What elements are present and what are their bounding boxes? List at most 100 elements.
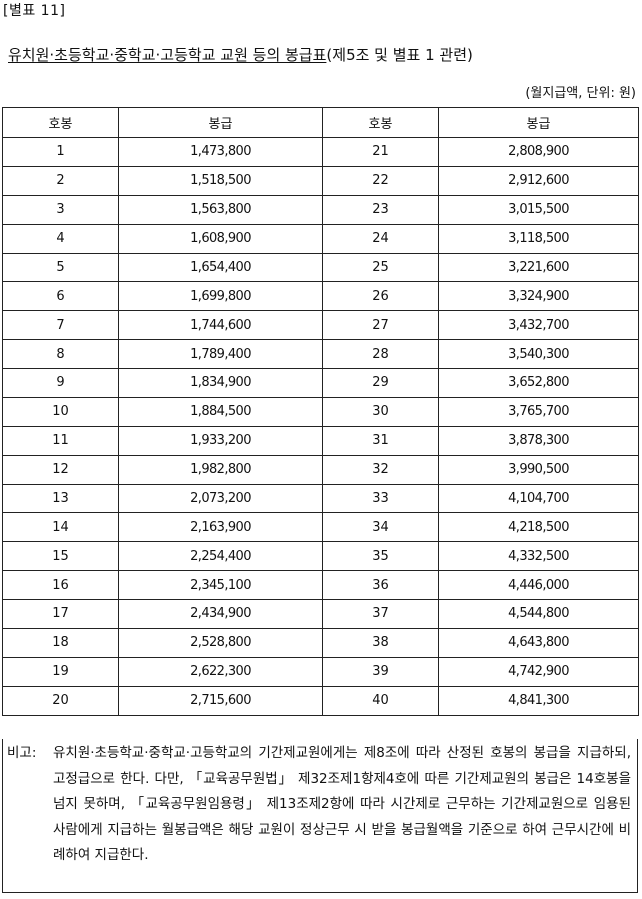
table-row: 13 2,073,200 33 4,104,700 — [2, 483, 639, 514]
pay-cell: 3,324,900 — [438, 281, 639, 312]
grade-cell: 2 — [2, 165, 119, 196]
remarks-label: 비고: — [7, 745, 37, 761]
table-row: 2 1,518,500 22 2,912,600 — [2, 165, 639, 196]
grade-cell: 14 — [2, 512, 119, 543]
pay-cell: 1,982,800 — [118, 454, 323, 485]
pay-cell: 1,473,800 — [118, 137, 323, 167]
pay-cell: 3,432,700 — [438, 310, 639, 341]
pay-cell: 2,622,300 — [118, 656, 323, 687]
pay-cell: 1,744,600 — [118, 310, 323, 341]
pay-cell: 3,878,300 — [438, 425, 639, 456]
grade-cell: 36 — [322, 570, 439, 600]
pay-cell: 2,912,600 — [438, 165, 639, 196]
table-row: 17 2,434,900 37 4,544,800 — [2, 599, 639, 629]
pay-cell: 4,742,900 — [438, 656, 639, 687]
table-row: 16 2,345,100 36 4,446,000 — [2, 570, 639, 600]
document-title: 유치원·초등학교·중학교·고등학교 교원 등의 봉급표(제5조 및 별표 1 관… — [8, 44, 473, 65]
grade-cell: 34 — [322, 512, 439, 543]
pay-cell: 3,990,500 — [438, 454, 639, 485]
pay-cell: 2,345,100 — [118, 570, 323, 600]
table-row: 3 1,563,800 23 3,015,500 — [2, 194, 639, 225]
pay-cell: 2,528,800 — [118, 627, 323, 658]
unit-note: (월지급액, 단위: 원) — [525, 86, 636, 101]
grade-cell: 30 — [322, 396, 439, 427]
pay-cell: 1,608,900 — [118, 223, 323, 254]
pay-cell: 1,518,500 — [118, 165, 323, 196]
pay-cell: 2,434,900 — [118, 599, 323, 629]
grade-cell: 20 — [2, 685, 119, 716]
pay-cell: 1,563,800 — [118, 194, 323, 225]
grade-cell: 25 — [322, 252, 439, 283]
table-header-row: 호봉 봉급 호봉 봉급 — [2, 107, 639, 138]
pay-cell: 2,073,200 — [118, 483, 323, 514]
pay-cell: 4,544,800 — [438, 599, 639, 629]
grade-cell: 38 — [322, 627, 439, 658]
table-row: 7 1,744,600 27 3,432,700 — [2, 310, 639, 341]
grade-cell: 19 — [2, 656, 119, 687]
remarks-text: 유치원·초등학교·중학교·고등학교의 기간제교원에게는 제8조에 따라 산정된 … — [53, 745, 631, 864]
annex-label: [별표 11] — [3, 3, 66, 19]
grade-cell: 40 — [322, 685, 439, 716]
table-row: 12 1,982,800 32 3,990,500 — [2, 454, 639, 485]
grade-cell: 32 — [322, 454, 439, 485]
table-row: 15 2,254,400 35 4,332,500 — [2, 541, 639, 572]
grade-cell: 8 — [2, 339, 119, 369]
pay-cell: 1,699,800 — [118, 281, 323, 312]
grade-cell: 5 — [2, 252, 119, 283]
table-row: 8 1,789,400 28 3,540,300 — [2, 339, 639, 369]
table-row: 5 1,654,400 25 3,221,600 — [2, 252, 639, 283]
pay-cell: 3,765,700 — [438, 396, 639, 427]
salary-table: 호봉 봉급 호봉 봉급 1 1,473,800 21 2,808,900 2 1,518,… — [2, 107, 639, 716]
grade-cell: 23 — [322, 194, 439, 225]
grade-cell: 12 — [2, 454, 119, 485]
pay-cell: 4,841,300 — [438, 685, 639, 716]
pay-cell: 2,163,900 — [118, 512, 323, 543]
grade-cell: 35 — [322, 541, 439, 572]
grade-cell: 29 — [322, 368, 439, 398]
grade-cell: 11 — [2, 425, 119, 456]
grade-cell: 7 — [2, 310, 119, 341]
table-row: 20 2,715,600 40 4,841,300 — [2, 685, 639, 716]
pay-cell: 4,218,500 — [438, 512, 639, 543]
grade-cell: 17 — [2, 599, 119, 629]
grade-cell: 6 — [2, 281, 119, 312]
table-row: 10 1,884,500 30 3,765,700 — [2, 396, 639, 427]
pay-cell: 4,643,800 — [438, 627, 639, 658]
header-pay-right: 봉급 — [438, 107, 639, 138]
grade-cell: 28 — [322, 339, 439, 369]
pay-cell: 3,221,600 — [438, 252, 639, 283]
grade-cell: 4 — [2, 223, 119, 254]
grade-cell: 13 — [2, 483, 119, 514]
pay-cell: 1,933,200 — [118, 425, 323, 456]
pay-cell: 3,015,500 — [438, 194, 639, 225]
grade-cell: 26 — [322, 281, 439, 312]
grade-cell: 10 — [2, 396, 119, 427]
pay-cell: 1,884,500 — [118, 396, 323, 427]
grade-cell: 15 — [2, 541, 119, 572]
pay-cell: 1,654,400 — [118, 252, 323, 283]
grade-cell: 16 — [2, 570, 119, 600]
table-row: 4 1,608,900 24 3,118,500 — [2, 223, 639, 254]
table-row: 19 2,622,300 39 4,742,900 — [2, 656, 639, 687]
pay-cell: 4,446,000 — [438, 570, 639, 600]
salary-table-body: 1 1,473,800 21 2,808,900 2 1,518,500 22 2,912,6… — [2, 137, 639, 716]
grade-cell: 18 — [2, 627, 119, 658]
grade-cell: 1 — [2, 137, 119, 167]
grade-cell: 9 — [2, 368, 119, 398]
pay-cell: 2,808,900 — [438, 137, 639, 167]
pay-cell: 1,834,900 — [118, 368, 323, 398]
table-row: 6 1,699,800 26 3,324,900 — [2, 281, 639, 312]
remarks-box: 비고: 유치원·초등학교·중학교·고등학교의 기간제교원에게는 제8조에 따라 … — [2, 739, 638, 893]
pay-cell: 2,715,600 — [118, 685, 323, 716]
pay-cell: 4,332,500 — [438, 541, 639, 572]
pay-cell: 1,789,400 — [118, 339, 323, 369]
table-row: 11 1,933,200 31 3,878,300 — [2, 425, 639, 456]
table-row: 14 2,163,900 34 4,218,500 — [2, 512, 639, 543]
grade-cell: 31 — [322, 425, 439, 456]
grade-cell: 37 — [322, 599, 439, 629]
title-suffix: (제5조 및 별표 1 관련) — [326, 46, 473, 64]
grade-cell: 39 — [322, 656, 439, 687]
grade-cell: 24 — [322, 223, 439, 254]
grade-cell: 33 — [322, 483, 439, 514]
grade-cell: 22 — [322, 165, 439, 196]
